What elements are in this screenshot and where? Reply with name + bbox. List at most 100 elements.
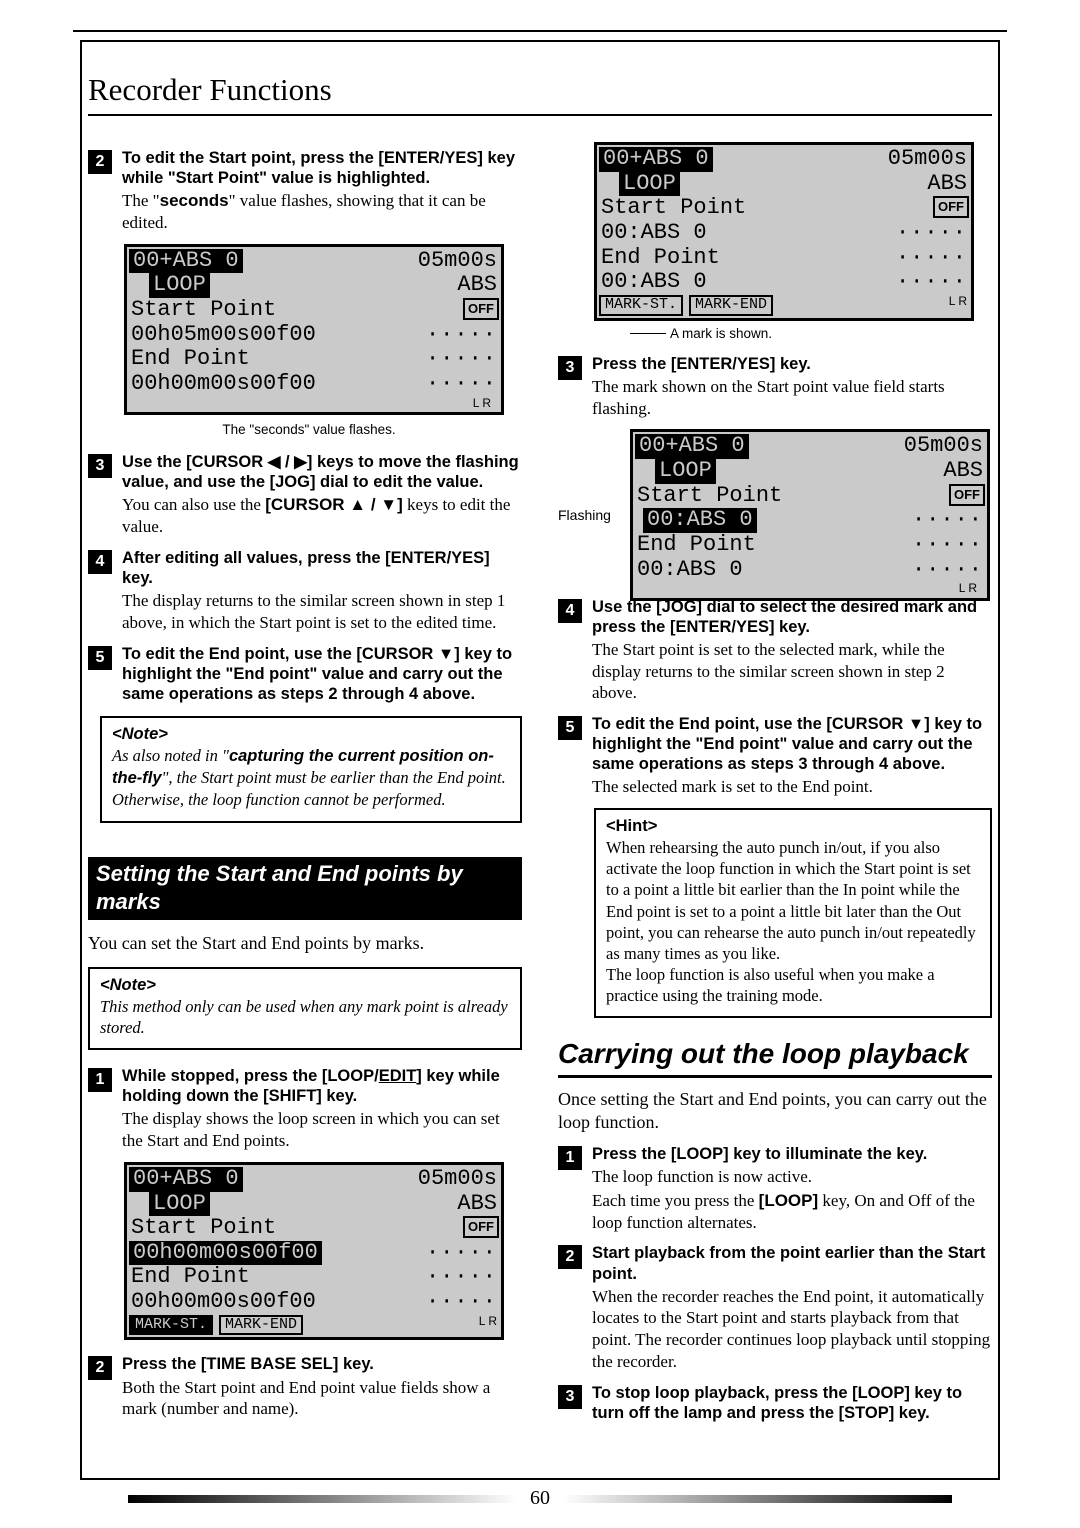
step-4: 4 After editing all values, press the [E…: [88, 548, 522, 634]
lcd-field: End Point: [129, 347, 252, 372]
lcd-button: MARK-ST.: [599, 295, 683, 316]
lcd-field: LOOP: [149, 273, 210, 298]
meter-dots: ·····: [424, 1241, 499, 1266]
step-text: The "seconds" value flashes, showing tha…: [122, 190, 522, 234]
right-step-5: 5 To edit the End point, use the [CURSOR…: [558, 714, 992, 798]
meter-dots: ·····: [894, 270, 969, 295]
lcd-button: MARK-ST.: [129, 1315, 213, 1336]
lcd-button: MARK-END: [689, 295, 773, 316]
step-text: The loop function is now active.: [592, 1166, 992, 1188]
lcd-field: ABS: [925, 172, 969, 197]
callout-line-icon: [630, 333, 666, 335]
step-head: To edit the Start point, press the [ENTE…: [122, 148, 522, 188]
step-text: The display returns to the similar scree…: [122, 590, 522, 634]
left-column: 2 To edit the Start point, press the [EN…: [88, 148, 522, 1458]
lcd-field: LOOP: [619, 172, 680, 197]
step-number: 1: [558, 1146, 582, 1170]
lcd-screen-3: 00+ABS 0 05m00s LOOP ABS Start Point OFF 00…: [594, 142, 974, 321]
meter-dots: ·····: [894, 221, 969, 246]
lcd-field: 05m00s: [886, 147, 969, 172]
hint-text: When rehearsing the auto punch in/out, i…: [606, 837, 980, 964]
step-5: 5 To edit the End point, use the [CURSOR…: [88, 644, 522, 704]
step-body: Use the [CURSOR ◀ / ▶] keys to move the …: [122, 452, 522, 538]
page-number-bar: 60: [0, 1487, 1080, 1510]
lcd-field: LOOP: [149, 1192, 210, 1217]
outer-top-line: [73, 30, 1007, 32]
step-number: 2: [558, 1245, 582, 1269]
gradient-bar-left-icon: [128, 1495, 518, 1503]
note-title: <Note>: [100, 975, 510, 996]
meter-dots: ·····: [910, 558, 985, 583]
step-2: 2 To edit the Start point, press the [EN…: [88, 148, 522, 234]
lcd-field: LOOP: [655, 459, 716, 484]
step-number: 3: [88, 454, 112, 478]
step-head: To edit the End point, use the [CURSOR ▼…: [592, 714, 992, 774]
step-head: Use the [JOG] dial to select the desired…: [592, 597, 992, 637]
step-head: While stopped, press the [LOOP/EDIT] key…: [122, 1066, 522, 1106]
loop-step-2: 2 Start playback from the point earlier …: [558, 1243, 992, 1372]
page-title: Recorder Functions: [88, 72, 992, 116]
lcd-field: Start Point: [599, 196, 748, 221]
step-body: Press the [TIME BASE SEL] key. Both the …: [122, 1354, 522, 1420]
loop-step-1: 1 Press the [LOOP] key to illuminate the…: [558, 1144, 992, 1233]
marks-step-1: 1 While stopped, press the [LOOP/EDIT] k…: [88, 1066, 522, 1152]
lcd-field: Start Point: [635, 484, 784, 509]
page-number: 60: [530, 1487, 550, 1509]
lcd-field: 00h00m00s00f00: [129, 372, 318, 397]
text: You can also use the: [122, 495, 265, 514]
step-number: 2: [88, 1356, 112, 1380]
step-body: To edit the End point, use the [CURSOR ▼…: [592, 714, 992, 798]
lcd-field: 00:ABS 0: [599, 221, 709, 246]
lcd-field: Start Point: [129, 298, 278, 323]
lcd-screen-2: 00+ABS 005m00s LOOPABS Start PointOFF 00…: [124, 1162, 504, 1341]
lcd-field: ABS: [455, 1192, 499, 1217]
lcd-field: End Point: [129, 1265, 252, 1290]
step-head: After editing all values, press the [ENT…: [122, 548, 522, 588]
text: The ": [122, 191, 160, 210]
lcd-button: MARK-END: [219, 1315, 303, 1336]
right-column: 00+ABS 0 05m00s LOOP ABS Start Point OFF 00…: [558, 148, 992, 1458]
off-badge: OFF: [463, 298, 499, 320]
text-bold: [CURSOR ▲ / ▼]: [265, 495, 403, 514]
meter-dots: ·····: [894, 246, 969, 271]
text-underline: EDIT: [379, 1067, 417, 1085]
lcd-field: 00+ABS 0: [635, 434, 749, 459]
section-heading-loop: Carrying out the loop playback: [558, 1036, 992, 1078]
off-badge: OFF: [933, 196, 969, 218]
lcd-field-highlight: 00h00m00s00f00: [129, 1241, 322, 1266]
meter-labels: L R: [959, 582, 977, 595]
lcd-field: End Point: [599, 246, 722, 271]
meter-labels: L R: [947, 295, 969, 316]
lcd-field-highlight: 00:ABS 0: [643, 508, 757, 533]
lcd-field: Start Point: [129, 1216, 278, 1241]
step-text: The display shows the loop screen in whi…: [122, 1108, 522, 1152]
step-number: 4: [88, 550, 112, 574]
step-text: Both the Start point and End point value…: [122, 1377, 522, 1421]
text: Each time you press the: [592, 1191, 759, 1210]
lcd-field: 05m00s: [902, 434, 985, 459]
marks-intro: You can set the Start and End points by …: [88, 932, 522, 955]
step-text: The selected mark is set to the End poin…: [592, 776, 992, 798]
note-text: This method only can be used when any ma…: [100, 997, 508, 1037]
off-badge: OFF: [949, 484, 985, 506]
lcd-field: ABS: [455, 273, 499, 298]
marks-step-2: 2 Press the [TIME BASE SEL] key. Both th…: [88, 1354, 522, 1420]
meter-labels: L R: [477, 1315, 499, 1336]
note-box-2: <Note> This method only can be used when…: [88, 967, 522, 1050]
step-head: Start playback from the point earlier th…: [592, 1243, 992, 1283]
step-text: When the recorder reaches the End point,…: [592, 1286, 992, 1373]
step-body: After editing all values, press the [ENT…: [122, 548, 522, 634]
section-heading-marks: Setting the Start and End points by mark…: [88, 857, 522, 920]
note-text: As also noted in ": [112, 746, 229, 765]
hint-title: <Hint>: [606, 816, 980, 837]
step-head: Press the [TIME BASE SEL] key.: [122, 1354, 522, 1374]
step-head: Press the [LOOP] key to illuminate the k…: [592, 1144, 992, 1164]
step-body: Use the [JOG] dial to select the desired…: [592, 597, 992, 705]
note-box-1: <Note> As also noted in "capturing the c…: [100, 716, 522, 822]
lcd-field: 00+ABS 0: [599, 147, 713, 172]
step-text: The Start point is set to the selected m…: [592, 639, 992, 704]
title-section: Recorder Functions: [88, 72, 992, 116]
step-head: Use the [CURSOR ◀ / ▶] keys to move the …: [122, 452, 522, 492]
lcd-field: 00h05m00s00f00: [129, 323, 318, 348]
loop-intro: Once setting the Start and End points, y…: [558, 1088, 992, 1134]
